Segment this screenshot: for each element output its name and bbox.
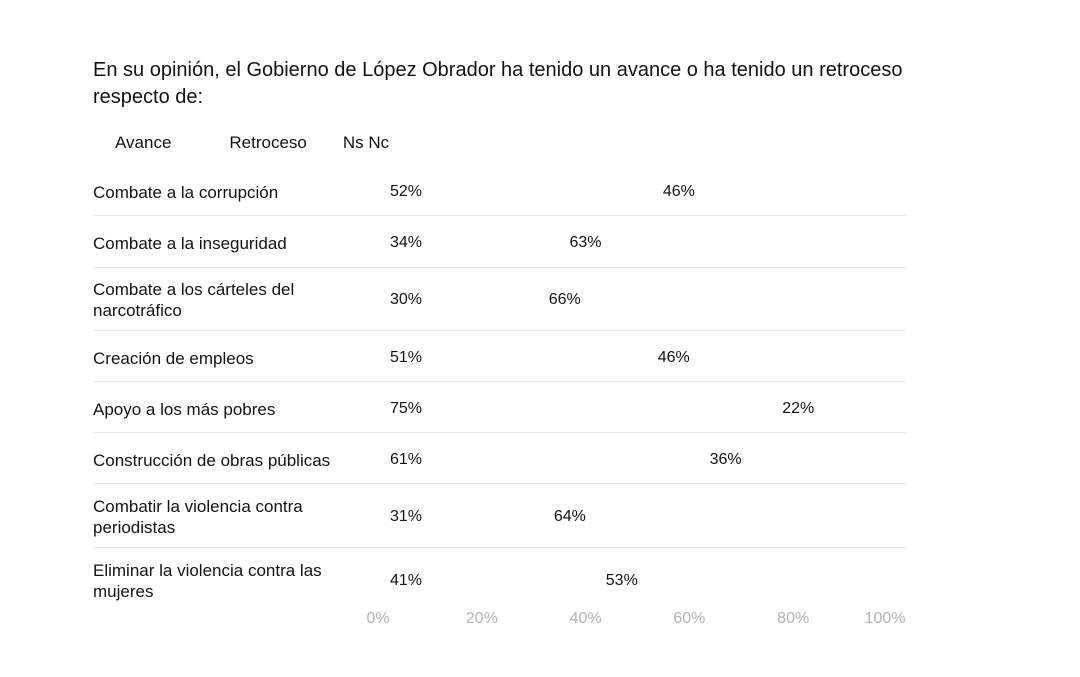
bar-avance-eliminar-la-violencia-contra-las-mujeres [378, 568, 591, 594]
bar-ns-nc-eliminar-la-violencia-contra-las-mujeres [865, 568, 897, 594]
x-tick-label: 100% [864, 610, 906, 627]
row-separator [93, 215, 906, 216]
row-separator [93, 432, 906, 433]
x-tick-label: 60% [673, 610, 706, 627]
bar-retroceso-combate-a-los-carteles-del-narcotrafico [533, 287, 877, 313]
value-label-retroceso-combate-a-los-carteles-del-narcotrafico: 66% [548, 291, 581, 308]
bar-avance-creacion-de-empleos [378, 345, 643, 371]
bar-retroceso-combate-a-la-inseguridad [554, 230, 882, 256]
bar-retroceso-construccion-de-obras-publicas [694, 447, 882, 473]
legend-label-nsnc: Ns Nc [342, 133, 390, 152]
chart: En su opinión, el Gobierno de López Obra… [93, 0, 913, 677]
legend: Avance Retroceso Ns Nc [93, 131, 389, 155]
x-tick-label: 20% [465, 610, 498, 627]
category-label-combate-a-la-corrupcion: Combate a la corrupción [93, 182, 279, 202]
value-label-avance-eliminar-la-violencia-contra-las-mujeres: 41% [390, 572, 423, 589]
chart-title: En su opinión, el Gobierno de López Obra… [93, 59, 903, 108]
x-tick-label: 0% [366, 610, 390, 627]
row-separator [93, 483, 906, 484]
bar-retroceso-combate-a-la-corrupcion [647, 179, 887, 205]
category-label-construccion-de-obras-publicas: Construcción de obras públicas [93, 450, 331, 470]
bar-avance-apoyo-a-los-mas-pobres [378, 396, 768, 422]
bar-ns-nc-combatir-la-violencia-contra-periodistas [871, 504, 897, 530]
value-label-avance-combate-a-la-inseguridad: 34% [390, 234, 423, 251]
bar-retroceso-eliminar-la-violencia-contra-las-mujeres [590, 568, 866, 594]
bar-retroceso-apoyo-a-los-mas-pobres [767, 396, 882, 422]
bar-ns-nc-combate-a-la-corrupcion [886, 179, 897, 205]
bar-retroceso-creacion-de-empleos [642, 345, 882, 371]
legend-swatch-avance [93, 136, 107, 150]
category-label-combatir-la-violencia-contra-periodistas: Combatir la violencia contra periodistas [93, 497, 303, 537]
legend-item-retroceso: Retroceso [207, 133, 307, 153]
bar-ns-nc-creacion-de-empleos [881, 345, 897, 371]
x-tick-label: 40% [569, 610, 602, 627]
legend-item-avance: Avance [93, 133, 171, 153]
bar-ns-nc-construccion-de-obras-publicas [881, 447, 897, 473]
category-label-combate-a-la-inseguridad: Combate a la inseguridad [93, 233, 287, 253]
bar-avance-combate-a-los-carteles-del-narcotrafico [378, 287, 534, 313]
value-label-retroceso-creacion-de-empleos: 46% [657, 349, 690, 366]
row-separator [93, 267, 906, 268]
value-label-avance-combate-a-los-carteles-del-narcotrafico: 30% [390, 291, 423, 308]
legend-swatch-retroceso [207, 136, 222, 150]
bar-layer [93, 0, 913, 677]
category-label-creacion-de-empleos: Creación de empleos [93, 348, 254, 368]
value-label-avance-combatir-la-violencia-contra-periodistas: 31% [390, 508, 423, 525]
bar-ns-nc-apoyo-a-los-mas-pobres [881, 396, 897, 422]
legend-item-nsnc: Ns Nc [343, 133, 389, 153]
legend-label-retroceso: Retroceso [229, 133, 307, 152]
bar-avance-combate-a-la-inseguridad [378, 230, 555, 256]
bar-retroceso-combatir-la-violencia-contra-periodistas [538, 504, 872, 530]
category-label-eliminar-la-violencia-contra-las-mujeres: Eliminar la violencia contra las mujeres [93, 561, 322, 601]
x-tick-label: 80% [777, 610, 810, 627]
bar-ns-nc-combate-a-los-carteles-del-narcotrafico [876, 287, 897, 313]
value-label-avance-construccion-de-obras-publicas: 61% [390, 451, 423, 468]
row-separator [93, 381, 906, 382]
value-label-retroceso-eliminar-la-violencia-contra-las-mujeres: 53% [605, 572, 638, 589]
bar-avance-construccion-de-obras-publicas [378, 447, 695, 473]
category-label-apoyo-a-los-mas-pobres: Apoyo a los más pobres [93, 399, 276, 419]
legend-label-avance: Avance [115, 133, 172, 152]
value-label-avance-combate-a-la-corrupcion: 52% [390, 183, 423, 200]
value-label-retroceso-combatir-la-violencia-contra-periodistas: 64% [553, 508, 586, 525]
value-label-retroceso-apoyo-a-los-mas-pobres: 22% [782, 400, 815, 417]
row-separator [93, 330, 906, 331]
value-label-retroceso-construccion-de-obras-publicas: 36% [709, 451, 742, 468]
row-separator [93, 547, 906, 548]
bar-ns-nc-combate-a-la-inseguridad [881, 230, 897, 256]
value-label-avance-apoyo-a-los-mas-pobres: 75% [390, 400, 423, 417]
bar-avance-combatir-la-violencia-contra-periodistas [378, 504, 539, 530]
bar-avance-combate-a-la-corrupcion [378, 179, 648, 205]
value-label-retroceso-combate-a-la-corrupcion: 46% [662, 183, 695, 200]
value-label-retroceso-combate-a-la-inseguridad: 63% [569, 234, 602, 251]
category-label-combate-a-los-carteles-del-narcotrafico: Combate a los cárteles del narcotráfico [93, 280, 295, 320]
value-label-avance-creacion-de-empleos: 51% [390, 349, 423, 366]
